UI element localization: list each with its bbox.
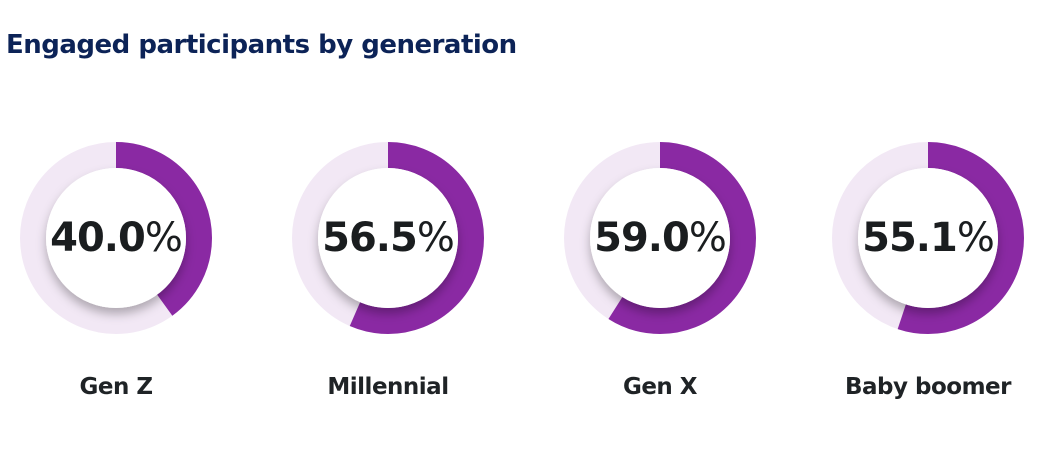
value-percent-sign: % bbox=[416, 215, 455, 261]
donut-center bbox=[318, 168, 458, 308]
value-number: 56.5 bbox=[322, 215, 418, 261]
donut-baby-boomer: 55.1% bbox=[832, 142, 1024, 334]
value-percent-sign: % bbox=[688, 215, 727, 261]
chart-title: Engaged participants by generation bbox=[6, 30, 517, 60]
donut-millennial: 56.5% bbox=[292, 142, 484, 334]
value-text: 55.1% bbox=[832, 142, 1024, 334]
value-text: 56.5% bbox=[292, 142, 484, 334]
category-label: Gen Z bbox=[79, 374, 153, 400]
donut-center bbox=[46, 168, 186, 308]
donut-arc bbox=[20, 142, 212, 334]
donut-ring bbox=[292, 142, 484, 334]
value-number: 59.0 bbox=[594, 215, 690, 261]
donut-ring bbox=[564, 142, 756, 334]
donut-arc bbox=[564, 142, 756, 334]
donut-center bbox=[590, 168, 730, 308]
category-label: Baby boomer bbox=[845, 374, 1012, 400]
donut-arc bbox=[832, 142, 1024, 334]
value-number: 40.0 bbox=[50, 215, 146, 261]
value-number: 55.1 bbox=[862, 215, 958, 261]
donut-gen-x: 59.0% bbox=[564, 142, 756, 334]
value-text: 59.0% bbox=[564, 142, 756, 334]
donut-ring bbox=[832, 142, 1024, 334]
value-text: 40.0% bbox=[20, 142, 212, 334]
category-label: Gen X bbox=[622, 374, 698, 400]
value-percent-sign: % bbox=[956, 215, 995, 261]
category-label: Millennial bbox=[327, 374, 449, 400]
value-percent-sign: % bbox=[144, 215, 183, 261]
donut-arc bbox=[292, 142, 484, 334]
donut-center bbox=[858, 168, 998, 308]
donut-gen-z: 40.0% bbox=[20, 142, 212, 334]
donut-ring bbox=[20, 142, 212, 334]
